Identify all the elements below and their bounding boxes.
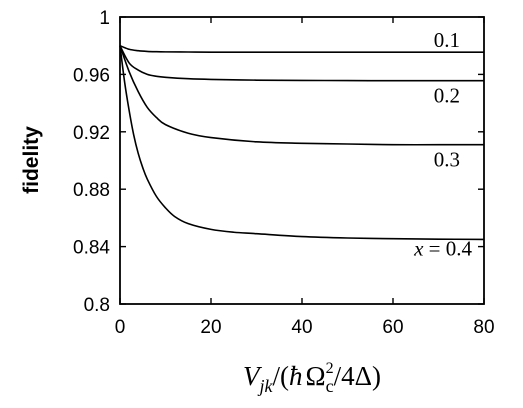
axis-ticks	[119, 16, 485, 305]
curve-labels: 0.1 0.2 0.3 x = 0.4	[413, 28, 472, 260]
fidelity-curves	[119, 44, 485, 241]
y-tick-label: 1	[99, 8, 110, 29]
y-tick-label: 0.8	[84, 295, 110, 316]
plot-frame	[119, 16, 485, 305]
y-tick-label: 0.92	[73, 123, 110, 144]
y-axis-title: fidelity	[20, 126, 43, 194]
curve-label: 0.3	[434, 148, 460, 172]
x-tick-label: 80	[473, 317, 494, 338]
curve-label: 0.1	[434, 28, 460, 52]
curve-series	[119, 45, 484, 146]
x-tick-label: 20	[200, 317, 221, 338]
x-axis-title: Vjk/(ħ Ωc2/4Δ)	[243, 360, 381, 396]
curve-series	[119, 45, 485, 241]
curve-label: x = 0.4	[413, 236, 472, 260]
curve-series	[119, 44, 484, 53]
x-tick-label: 60	[382, 317, 403, 338]
curve-series	[119, 45, 484, 82]
x-tick-label: 0	[115, 317, 126, 338]
y-tick-label: 0.96	[73, 65, 110, 86]
axis-tick-labels: 0 20 40 60 80 0.8 0.84 0.88 0.92 0.96 1	[73, 8, 495, 338]
curve-label: 0.2	[434, 84, 460, 108]
y-tick-label: 0.84	[73, 238, 110, 259]
y-tick-label: 0.88	[73, 180, 110, 201]
x-tick-label: 40	[291, 317, 312, 338]
